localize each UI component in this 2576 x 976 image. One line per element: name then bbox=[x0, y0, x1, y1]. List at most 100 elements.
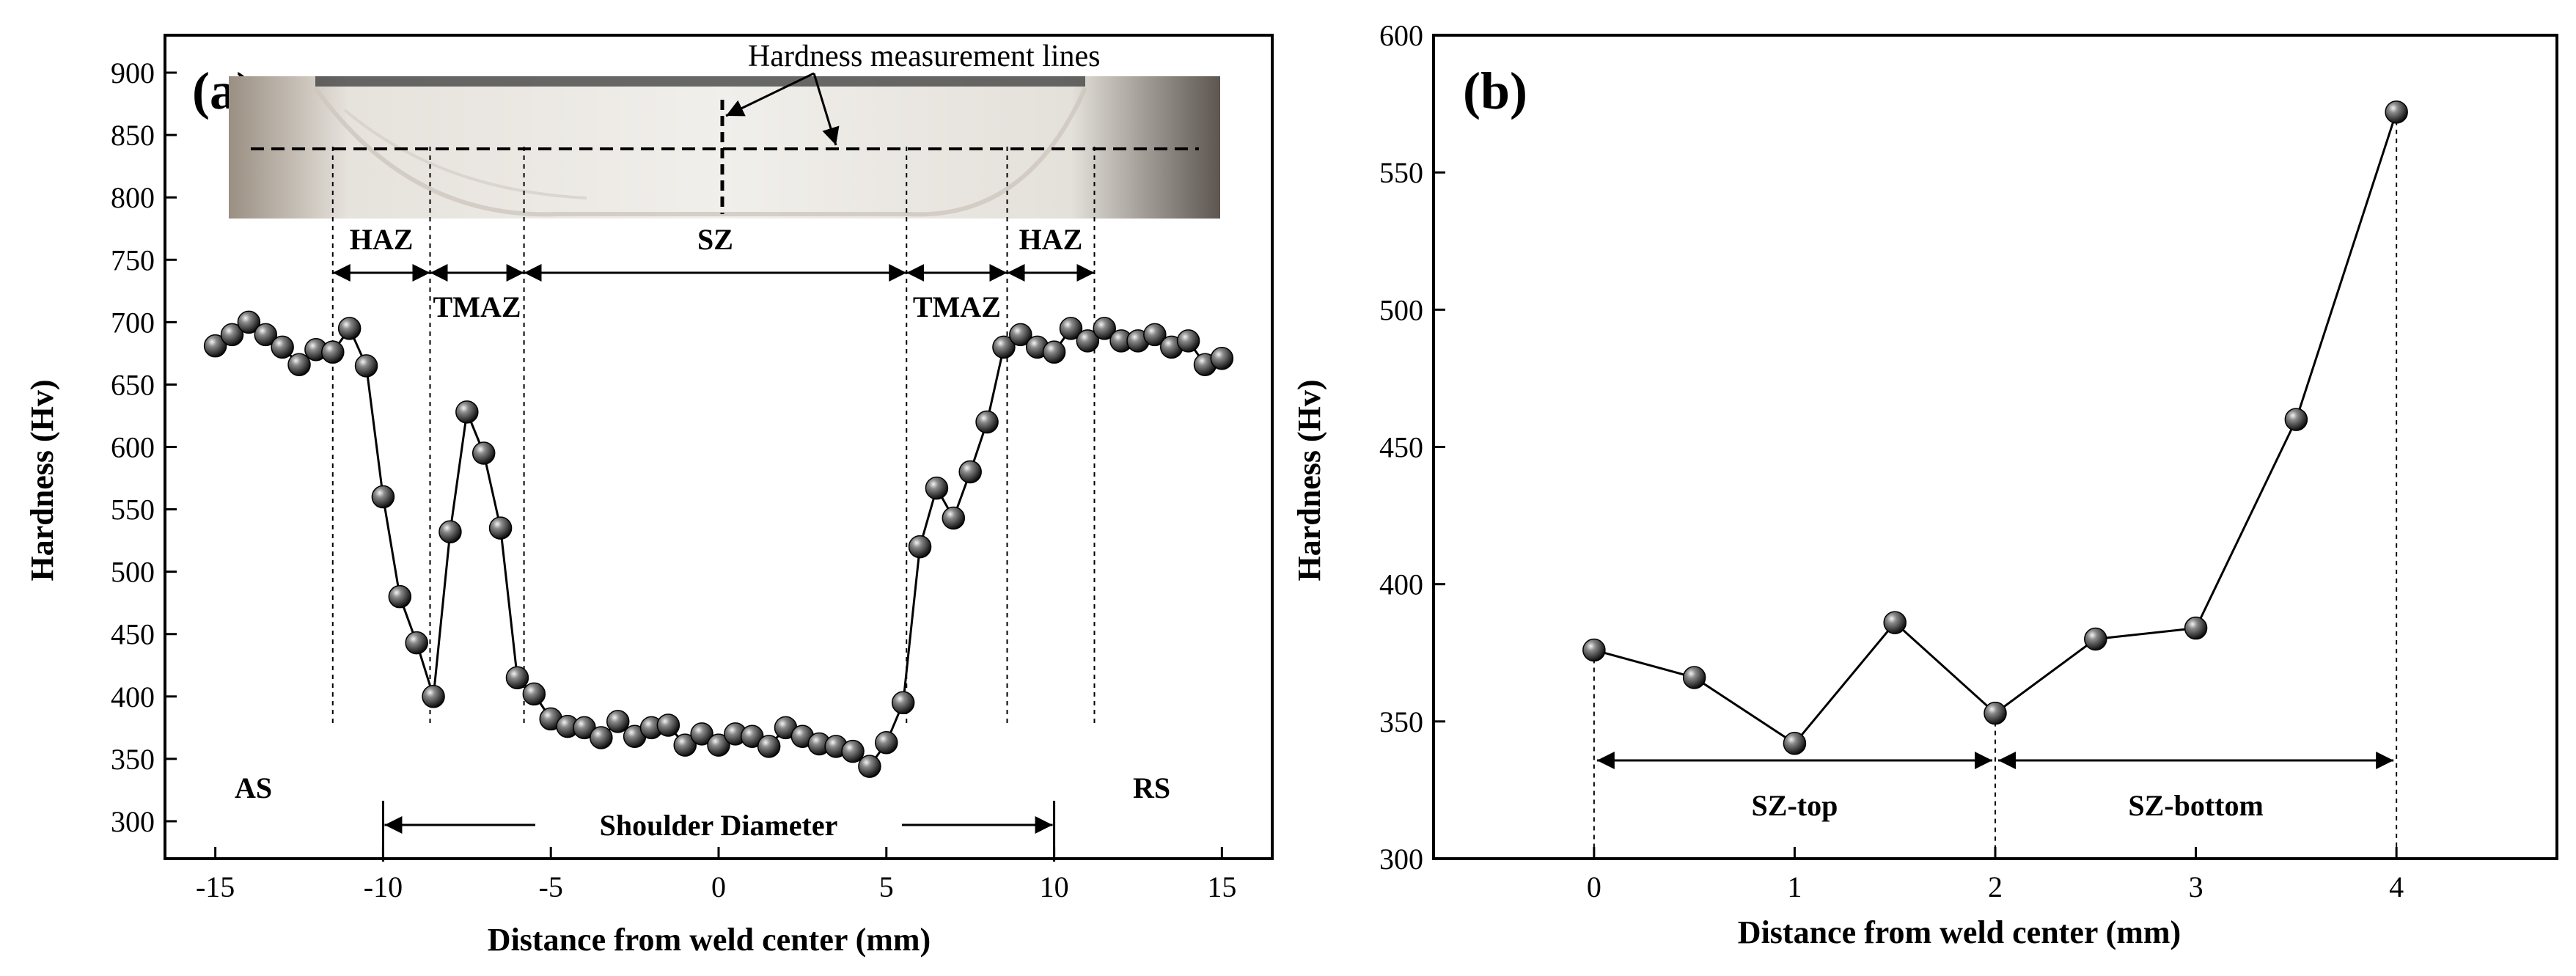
chart-0-data-point bbox=[1093, 317, 1116, 340]
region-divider-lines bbox=[1593, 111, 2398, 859]
chart-0-data-point bbox=[422, 685, 445, 708]
chart-1-data-point bbox=[2284, 408, 2308, 431]
chart-0-x-tick-label: 15 bbox=[1207, 870, 1236, 903]
chart-0-data-point bbox=[673, 733, 697, 757]
chart-0-data-point bbox=[455, 400, 479, 424]
chart-0-data-point bbox=[908, 535, 932, 559]
panel-a: (a) Hardness measurement lines HAZTMAZSZ… bbox=[24, 34, 1274, 958]
chart-0-data-point bbox=[1042, 340, 1066, 364]
region-annotation: SZ-top SZ-bottom bbox=[1596, 752, 2394, 822]
shoulder-diameter-annotation: Shoulder Diameter bbox=[381, 801, 1056, 862]
chart-0-x-tick-label: -5 bbox=[539, 870, 563, 903]
zone-label: HAZ bbox=[350, 223, 414, 256]
chart-0-data-point bbox=[656, 713, 680, 737]
chart-1-y-tick-label: 550 bbox=[1379, 156, 1423, 189]
chart-0-data-point bbox=[1143, 323, 1167, 347]
chart-0-data-point bbox=[707, 733, 730, 757]
chart-0-data-point bbox=[321, 340, 345, 364]
panel-a-plot: 300 350 400 450 500 550 600 650 700 750 800 850 900 -… bbox=[111, 34, 1274, 903]
chart-0-data-point bbox=[287, 353, 311, 376]
chart-0-data-point bbox=[505, 666, 529, 690]
sz-top-label: SZ-top bbox=[1752, 789, 1838, 822]
chart-0-data-point bbox=[942, 506, 966, 530]
chart-0-data-point bbox=[875, 731, 898, 755]
chart-0-data-point bbox=[925, 476, 949, 500]
chart-0-data-point bbox=[1009, 323, 1032, 347]
chart-1-y-tick-label: 600 bbox=[1379, 19, 1423, 52]
chart-0-data-point bbox=[488, 516, 513, 540]
chart-1-y-tick-label: 350 bbox=[1379, 705, 1423, 738]
chart-1-x-tick-label: 1 bbox=[1787, 870, 1802, 903]
chart-0-data-point bbox=[354, 354, 378, 378]
chart-1-data-point bbox=[1582, 638, 1606, 662]
chart-1-x-tick-label: 2 bbox=[1988, 870, 2003, 903]
chart-0-y-tick-label: 800 bbox=[111, 181, 155, 214]
chart-0-y-tick-label: 700 bbox=[111, 306, 155, 339]
chart-0-data-point bbox=[337, 317, 362, 340]
chart-0-data-point bbox=[271, 335, 294, 359]
chart-0-data-point bbox=[220, 323, 244, 347]
advancing-side-label: AS bbox=[235, 771, 272, 804]
chart-0-data-point bbox=[1210, 346, 1234, 370]
chart-0-data-point bbox=[841, 739, 865, 763]
chart-0-data-point bbox=[203, 334, 227, 358]
chart-0-data-point bbox=[958, 460, 982, 484]
chart-0-y-tick-label: 550 bbox=[111, 493, 155, 526]
chart-0-data-point bbox=[891, 691, 915, 715]
chart-0-data-point bbox=[471, 441, 496, 465]
chart-0-y-tick-label: 500 bbox=[111, 556, 155, 589]
chart-0-data-point bbox=[858, 755, 881, 778]
chart-0-y-tick-label: 900 bbox=[111, 56, 155, 89]
chart-0-data-point bbox=[522, 682, 546, 706]
zone-annotations: HAZ TMAZ SZ TMAZ HAZ bbox=[332, 223, 1095, 323]
chart-1-y-tick-label: 400 bbox=[1379, 568, 1423, 601]
chart-1-data-point bbox=[1682, 666, 1706, 689]
chart-0-data-point bbox=[405, 631, 428, 655]
chart-1-data-point bbox=[1883, 611, 1907, 634]
chart-0-x-tick-label: 5 bbox=[879, 870, 894, 903]
chart-0-y-tick-label: 850 bbox=[111, 119, 155, 152]
chart-0-data-point bbox=[438, 520, 462, 543]
panel-b-plot: 300 350 400 450 500 550 600 0 1 2 3 4 bbox=[1379, 19, 2558, 903]
panel-a-x-axis-label: Distance from weld center (mm) bbox=[488, 922, 931, 958]
chart-0-y-tick-label: 450 bbox=[111, 618, 155, 651]
chart-0-y-tick-label: 650 bbox=[111, 368, 155, 401]
chart-1-data-point bbox=[1783, 732, 1807, 755]
chart-1-data-point bbox=[2184, 616, 2208, 640]
panel-a-y-axis-label: Hardness (Hv) bbox=[24, 380, 60, 581]
chart-0-data-point bbox=[1176, 329, 1200, 353]
chart-1-x-tick-label: 3 bbox=[2189, 870, 2203, 903]
chart-1-y-tick-label: 450 bbox=[1379, 431, 1423, 464]
zone-label: HAZ bbox=[1019, 223, 1083, 256]
chart-0-y-tick-label: 600 bbox=[111, 431, 155, 464]
chart-1-data-point bbox=[2084, 627, 2107, 651]
chart-0-y-tick-label: 400 bbox=[111, 680, 155, 713]
chart-0-x-tick-label: 0 bbox=[711, 870, 726, 903]
chart-0-data-point bbox=[388, 584, 412, 609]
zone-label: TMAZ bbox=[433, 290, 521, 323]
inset-pointer-arrow bbox=[725, 72, 815, 117]
chart-0-x-tick-label: -15 bbox=[196, 870, 235, 903]
chart-0-data-point bbox=[590, 726, 613, 749]
zone-label: TMAZ bbox=[913, 290, 1001, 323]
chart-0-series-line bbox=[214, 320, 1222, 768]
chart-1-x-tick-label: 4 bbox=[2389, 870, 2404, 903]
zone-label: SZ bbox=[697, 223, 733, 256]
inset-pointer-arrow bbox=[812, 73, 840, 146]
panel-b-y-axis-label: Hardness (Hv) bbox=[1291, 380, 1327, 581]
chart-0-data-point bbox=[757, 735, 781, 758]
chart-1-series-line bbox=[1593, 111, 2398, 745]
chart-0-y-tick-label: 750 bbox=[111, 243, 155, 276]
chart-0-x-tick-label: 10 bbox=[1040, 870, 1069, 903]
chart-0-data-point bbox=[992, 335, 1016, 359]
shoulder-diameter-label: Shoulder Diameter bbox=[600, 809, 838, 842]
chart-0-data-point bbox=[975, 410, 999, 434]
chart-0-data-point bbox=[606, 710, 630, 733]
sz-bottom-label: SZ-bottom bbox=[2128, 789, 2263, 822]
chart-0-data-point bbox=[237, 310, 261, 334]
chart-1-y-tick-label: 300 bbox=[1379, 843, 1423, 876]
panel-b-label: (b) bbox=[1463, 62, 1527, 120]
panel-b-x-axis-label: Distance from weld center (mm) bbox=[1738, 914, 2181, 950]
chart-0-data-point bbox=[371, 485, 395, 509]
